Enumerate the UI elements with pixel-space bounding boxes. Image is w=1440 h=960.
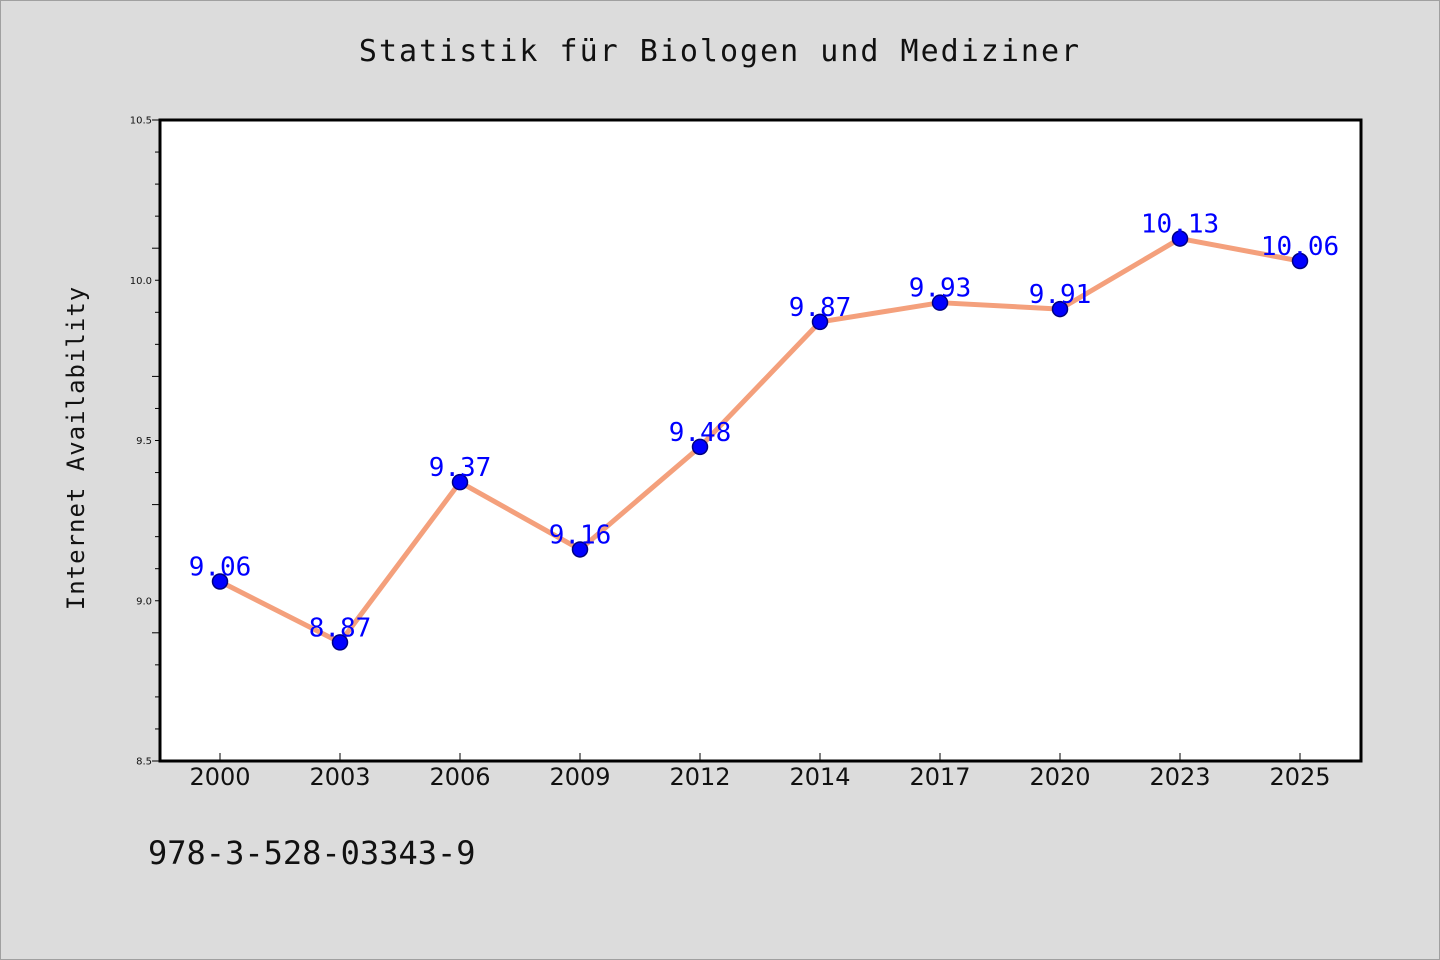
data-label: 10.06 [1261,232,1339,262]
series-line [218,236,1301,645]
data-point [571,541,589,558]
x-tick-label: 2012 [669,763,730,791]
data-point [691,438,709,456]
x-tick-label: 2006 [429,763,490,791]
y-tick-label: 10.5 [130,116,152,127]
x-axis: 2000 2003 2006 2009 2012 2014 2017 2020 2023 2025 [189,753,1331,791]
plot-area [158,118,1363,763]
data-label: 9.37 [429,453,492,483]
y-tick-label: 9.5 [136,436,152,447]
data-label: 9.91 [1029,280,1092,310]
data-label: 9.93 [909,274,972,304]
data-point [211,573,229,590]
data-point [1291,252,1309,270]
data-label: 8.87 [309,613,372,643]
y-axis-label: Internet Availability [62,286,90,610]
data-point [811,313,829,331]
data-label: 9.16 [549,520,612,550]
data-label: 9.48 [669,418,732,448]
x-tick-label: 2009 [549,763,610,791]
y-tick-label: 10.0 [130,276,152,287]
y-axis: 8.5 9.0 9.5 10.0 10.5 [130,116,161,768]
data-label: 9.87 [789,293,852,323]
data-label: 10.13 [1141,210,1219,240]
chart-title: Statistik für Biologen und Mediziner [358,34,1082,69]
isbn-caption: 978-3-528-03343-9 [148,834,476,872]
x-tick-label: 2017 [909,763,970,791]
data-point [451,473,469,491]
x-tick-label: 2000 [189,763,250,791]
data-point [1171,230,1189,247]
x-tick-label: 2014 [789,763,850,791]
y-tick-label: 8.5 [136,757,152,768]
x-tick-label: 2020 [1029,763,1090,791]
x-tick-label: 2003 [309,763,370,791]
series-layer: 9.06 8.87 9.37 9.16 9.48 9.87 9.93 9.91 10.13 10.… [189,210,1339,651]
data-point [1051,300,1069,318]
data-label: 9.06 [189,553,252,583]
y-tick-label: 9.0 [136,596,152,607]
x-tick-label: 2025 [1269,763,1330,791]
data-point [331,634,349,651]
x-tick-label: 2023 [1149,763,1210,791]
data-point [931,294,949,311]
